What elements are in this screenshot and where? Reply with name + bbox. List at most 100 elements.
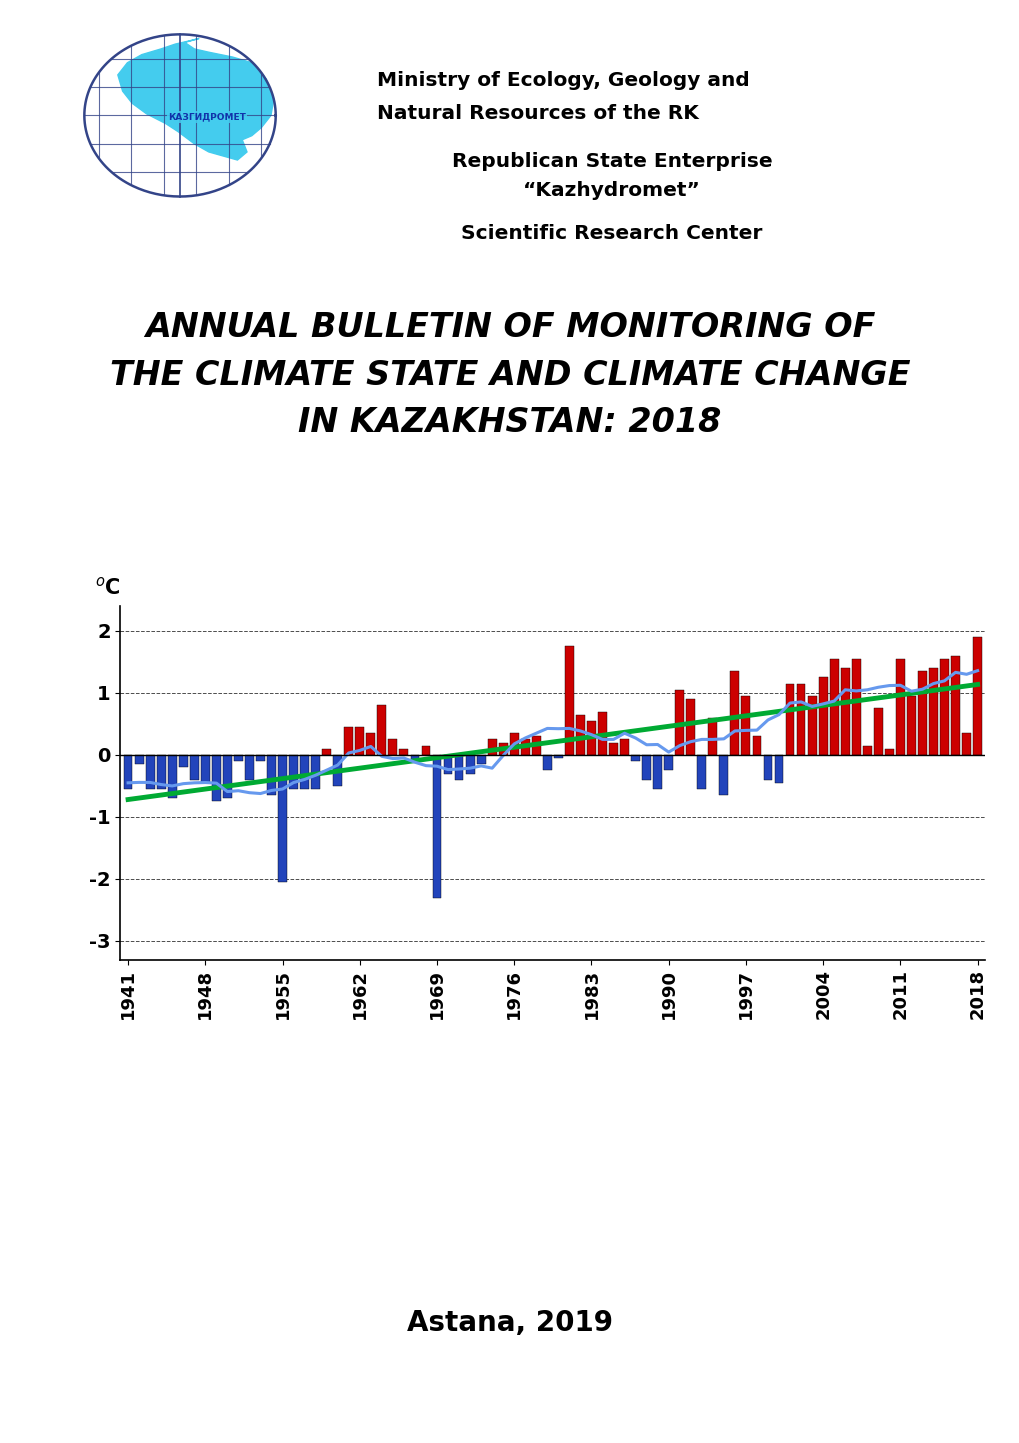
Bar	[333, 755, 341, 786]
Bar	[135, 755, 144, 765]
Bar	[223, 755, 231, 798]
Bar	[576, 714, 584, 755]
Bar	[940, 659, 948, 755]
Bar	[344, 727, 353, 755]
Bar	[928, 668, 936, 755]
Bar	[718, 755, 728, 795]
Bar	[476, 755, 485, 765]
Bar	[763, 755, 771, 779]
Bar	[553, 755, 562, 758]
Bar	[763, 755, 771, 779]
Bar	[718, 755, 728, 795]
Bar	[597, 711, 606, 755]
Bar	[256, 755, 265, 760]
Bar	[818, 677, 826, 755]
Bar	[940, 659, 948, 755]
Bar	[675, 690, 684, 755]
Bar	[233, 755, 243, 760]
Bar	[245, 755, 254, 779]
Bar	[608, 743, 618, 755]
Text: КАЗГИДРОМЕТ: КАЗГИДРОМЕТ	[168, 113, 246, 121]
Bar	[752, 736, 760, 755]
Bar	[708, 717, 716, 755]
Bar	[620, 739, 629, 755]
Bar	[233, 755, 243, 760]
Text: Natural Resources of the RK: Natural Resources of the RK	[377, 104, 699, 124]
Text: Astana, 2019: Astana, 2019	[407, 1309, 612, 1338]
Bar	[686, 698, 695, 755]
Bar	[565, 646, 574, 755]
Bar	[631, 755, 639, 760]
Bar	[288, 755, 298, 789]
Bar	[355, 727, 364, 755]
Bar	[388, 739, 396, 755]
Bar	[906, 696, 915, 755]
Bar	[542, 755, 551, 771]
Bar	[366, 733, 375, 755]
Bar	[157, 755, 165, 789]
Bar	[267, 755, 276, 795]
Polygon shape	[118, 39, 273, 160]
Bar	[587, 722, 595, 755]
Bar	[333, 755, 341, 786]
Bar	[697, 755, 705, 789]
Bar	[873, 709, 881, 755]
Bar	[432, 755, 441, 898]
Bar	[399, 749, 408, 755]
Bar	[322, 749, 331, 755]
Bar	[454, 755, 463, 779]
Bar	[510, 733, 518, 755]
Bar	[421, 746, 430, 755]
Bar	[840, 668, 849, 755]
Bar	[278, 755, 286, 882]
Bar	[487, 739, 496, 755]
Bar	[322, 749, 331, 755]
Bar	[454, 755, 463, 779]
Bar	[443, 755, 452, 773]
Bar	[300, 755, 309, 789]
Bar	[223, 755, 231, 798]
Bar	[476, 755, 485, 765]
Bar	[752, 736, 760, 755]
Bar	[421, 746, 430, 755]
Bar	[620, 739, 629, 755]
Bar	[123, 755, 132, 789]
Bar	[741, 696, 750, 755]
Bar	[884, 749, 893, 755]
Bar	[597, 711, 606, 755]
Text: “Kazhydromet”: “Kazhydromet”	[523, 180, 700, 201]
Bar	[521, 739, 529, 755]
Bar	[895, 659, 904, 755]
Bar	[697, 755, 705, 789]
Bar	[862, 746, 871, 755]
Bar	[311, 755, 320, 789]
Bar	[410, 755, 419, 760]
Bar	[201, 755, 210, 782]
Bar	[443, 755, 452, 773]
Bar	[785, 684, 794, 755]
Bar	[950, 655, 959, 755]
Bar	[796, 684, 805, 755]
Bar	[432, 755, 441, 898]
Bar	[212, 755, 220, 801]
Bar	[741, 696, 750, 755]
Bar	[818, 677, 826, 755]
Bar	[542, 755, 551, 771]
Bar	[961, 733, 970, 755]
Bar	[972, 636, 981, 755]
Bar	[686, 698, 695, 755]
Bar	[675, 690, 684, 755]
Bar	[785, 684, 794, 755]
Bar	[377, 706, 386, 755]
Bar	[168, 755, 176, 798]
Bar	[884, 749, 893, 755]
Bar	[708, 717, 716, 755]
Bar	[300, 755, 309, 789]
Bar	[730, 671, 739, 755]
Bar	[642, 755, 650, 779]
Bar	[267, 755, 276, 795]
Bar	[730, 671, 739, 755]
Bar	[311, 755, 320, 789]
Bar	[972, 636, 981, 755]
Bar	[807, 696, 816, 755]
